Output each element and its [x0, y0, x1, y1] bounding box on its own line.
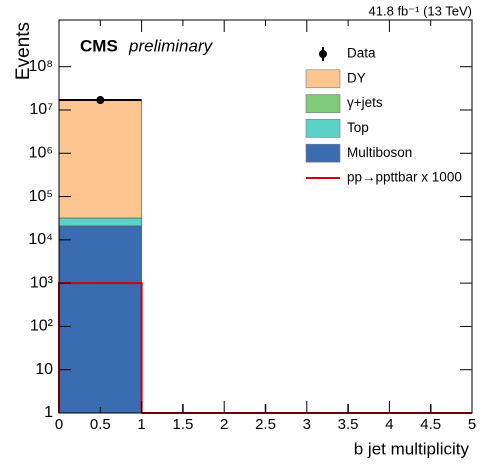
x-tick-label: 0.5 [90, 416, 111, 433]
y-tick-label: 10⁴ [28, 231, 53, 248]
x-tick-label: 4 [385, 416, 393, 433]
legend-label: Multiboson [347, 145, 412, 160]
legend-swatch [305, 143, 341, 163]
y-tick-label: 1 [44, 404, 53, 421]
y-tick-label: 10⁵ [29, 188, 53, 205]
y-tick-label: 10⁷ [29, 101, 53, 118]
legend-swatch [305, 94, 341, 113]
y-tick-label: 10⁶ [29, 145, 53, 162]
bar-segment [58, 225, 142, 414]
legend-label: pp→ppttbar x 1000 [347, 170, 462, 185]
x-tick-label: 3 [303, 416, 311, 433]
legend-label: Data [347, 46, 376, 61]
x-tick-label: 3.5 [338, 416, 359, 433]
x-tick-label: 2 [220, 416, 228, 433]
lumi: 41.8 fb⁻¹ (13 TeV) [369, 3, 472, 18]
bar-segment [58, 99, 142, 219]
legend-label: DY [347, 70, 366, 85]
x-tick-label: 4.5 [420, 416, 441, 433]
x-tick-label: 2.5 [255, 416, 276, 433]
legend-swatch [305, 69, 341, 89]
x-tick-label: 1 [137, 416, 145, 433]
y-tick-label: 10⁸ [28, 58, 53, 75]
legend-marker [319, 50, 327, 58]
x-tick-label: 1.5 [172, 416, 193, 433]
y-tick-label: 10² [30, 318, 54, 335]
y-tick-label: 10³ [30, 274, 54, 291]
legend-swatch [305, 119, 341, 138]
legend-label: γ+jets [347, 95, 383, 110]
bar-segment [58, 217, 142, 227]
y-tick-label: 10 [35, 361, 53, 378]
chart-subtitle: preliminary [128, 36, 214, 55]
x-tick-label: 0 [55, 416, 63, 433]
chart-title: CMS [80, 36, 118, 55]
x-label: b jet multiplicity [354, 439, 470, 458]
data-point [96, 96, 105, 105]
x-tick-label: 5 [468, 416, 476, 433]
y-label: Events [13, 22, 34, 80]
legend-label: Top [347, 120, 369, 135]
